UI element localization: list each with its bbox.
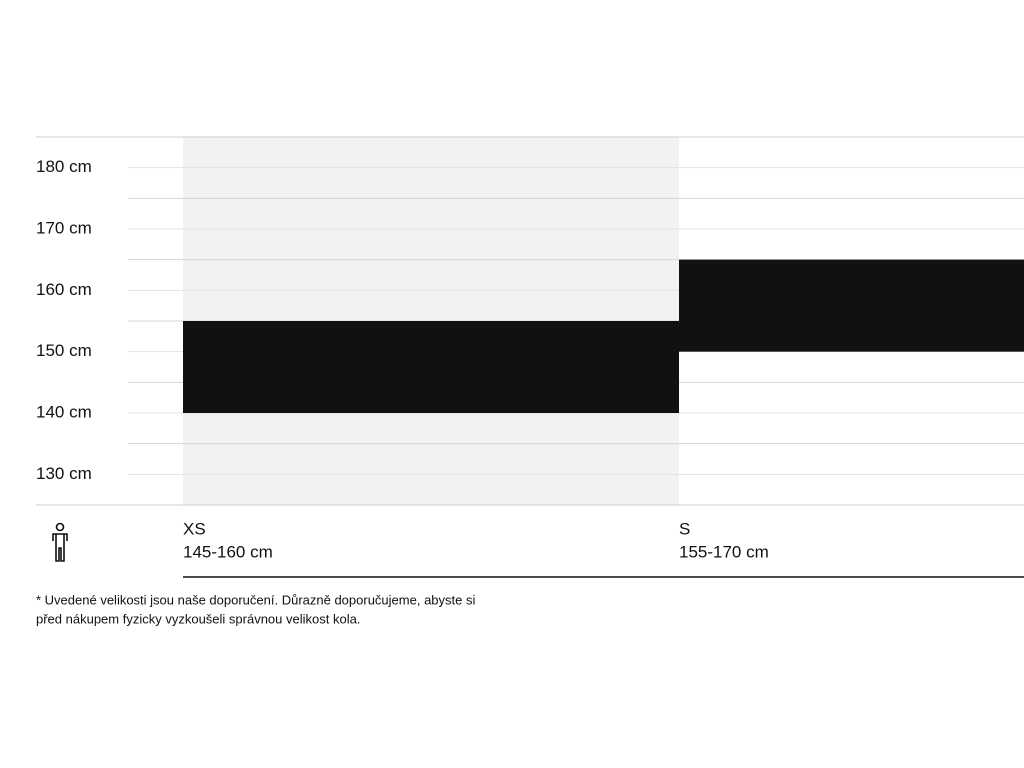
size-bar [183, 321, 679, 413]
person-icon [52, 522, 68, 562]
y-tick-label: 150 cm [36, 341, 92, 360]
size-range-label: 155-170 cm [679, 542, 769, 561]
y-tick-label: 170 cm [36, 218, 92, 237]
footnote-line: před nákupem fyzicky vyzkoušeli správnou… [36, 611, 360, 626]
y-tick-label: 160 cm [36, 280, 92, 299]
footnote-line: * Uvedené velikosti jsou naše doporučení… [36, 592, 475, 607]
size-bar [679, 259, 1024, 352]
size-label: XS [183, 519, 206, 538]
y-tick-label: 130 cm [36, 464, 92, 483]
plot: 130 cm 140 cm 150 cm 160 cm 170 cm 180 cm XS 14… [36, 136, 1024, 578]
size-range-label: 145-160 cm [183, 542, 273, 561]
size-label: S [679, 519, 690, 538]
y-tick-label: 180 cm [36, 157, 92, 176]
y-tick-label: 140 cm [36, 402, 92, 421]
